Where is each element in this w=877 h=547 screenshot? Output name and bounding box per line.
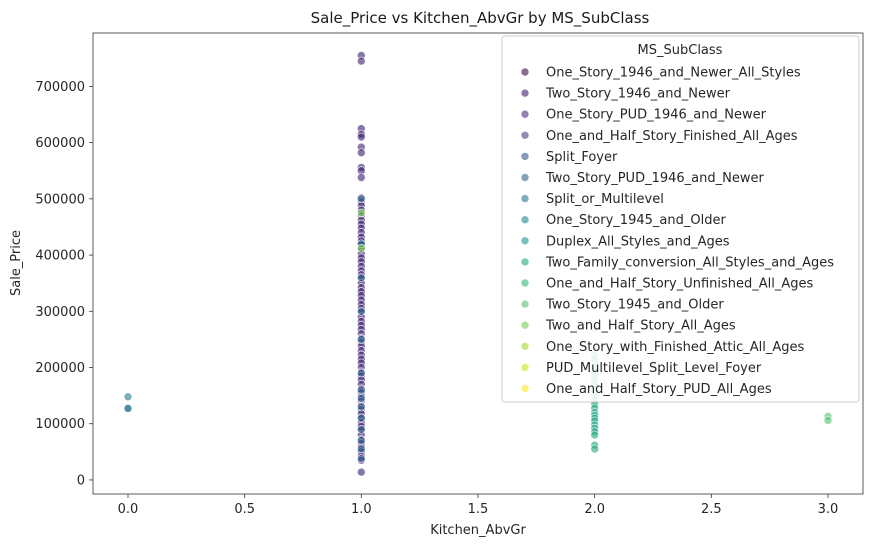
y-tick-label: 100000 <box>35 417 85 432</box>
legend-marker <box>520 278 530 288</box>
data-point <box>356 306 366 316</box>
legend-marker <box>520 88 530 98</box>
data-point <box>356 402 366 412</box>
x-tick-label: 2.0 <box>584 502 605 517</box>
data-point <box>356 335 366 344</box>
data-point <box>356 368 366 378</box>
legend-label: One_and_Half_Story_Finished_All_Ages <box>546 129 798 144</box>
y-axis-label: Sale_Price <box>9 230 24 296</box>
x-tick-label: 0.5 <box>234 502 255 517</box>
data-point <box>356 208 366 218</box>
legend-marker <box>520 131 530 140</box>
legend-box <box>501 35 860 403</box>
y-tick-label: 700000 <box>35 80 85 95</box>
legend-label: Two_Story_1945_and_Older <box>545 298 724 313</box>
y-tick-label: 500000 <box>35 192 85 207</box>
legend-label: Two_and_Half_Story_All_Ages <box>545 319 736 334</box>
legend-label: Two_Story_PUD_1946_and_Newer <box>545 171 764 186</box>
y-tick-label: 400000 <box>35 249 85 264</box>
data-point <box>123 404 133 413</box>
data-point <box>356 385 366 395</box>
legend-marker <box>520 341 530 351</box>
legend-marker <box>520 194 530 203</box>
data-point <box>356 173 366 182</box>
legend-marker <box>520 320 530 330</box>
legend-label: One_and_Half_Story_PUD_All_Ages <box>546 382 772 397</box>
legend-label: One_Story_1946_and_Newer_All_Styles <box>546 66 801 81</box>
legend-marker <box>520 299 530 309</box>
chart-title: Sale_Price vs Kitchen_AbvGr by MS_SubCla… <box>311 9 650 28</box>
legend-marker <box>520 152 530 161</box>
data-point <box>356 56 366 66</box>
data-point <box>356 454 366 463</box>
data-point <box>356 424 366 434</box>
legend-label: Split_Foyer <box>546 150 618 165</box>
data-point <box>123 392 133 402</box>
data-point <box>823 416 833 425</box>
data-point <box>356 413 366 423</box>
x-tick-label: 3.0 <box>818 502 839 517</box>
legend: MS_SubClass One_Story_1946_and_Newer_All… <box>501 35 860 403</box>
x-tick-label: 1.5 <box>468 502 489 517</box>
y-tick-label: 600000 <box>35 136 85 151</box>
legend-marker <box>520 173 530 182</box>
legend-label: One_Story_1945_and_Older <box>546 213 726 228</box>
legend-label: PUD_Multilevel_Split_Level_Foyer <box>546 361 762 376</box>
y-tick-label: 200000 <box>35 361 85 376</box>
data-point <box>356 394 366 403</box>
legend-marker <box>520 236 530 246</box>
data-point <box>356 244 366 253</box>
data-point <box>590 444 600 454</box>
x-axis-label: Kitchen_AbvGr <box>430 523 526 538</box>
legend-label: One_Story_with_Finished_Attic_All_Ages <box>546 340 805 355</box>
legend-title: MS_SubClass <box>638 43 723 58</box>
data-point <box>356 467 366 477</box>
legend-label: Two_Family_conversion_All_Styles_and_Age… <box>545 255 834 270</box>
x-tick-label: 1.0 <box>351 502 372 517</box>
x-tick-label: 2.5 <box>701 502 722 517</box>
y-tick-label: 0 <box>77 473 85 488</box>
y-axis-ticks: 0 100000 200000 300000 400000 500000 600000 700… <box>35 80 93 488</box>
x-axis-ticks: 0.0 0.5 1.0 1.5 2.0 2.5 3.0 <box>118 494 839 517</box>
legend-label: Duplex_All_Styles_and_Ages <box>546 234 730 249</box>
legend-marker <box>520 257 530 267</box>
legend-marker <box>520 109 530 119</box>
data-point <box>590 430 600 440</box>
data-point <box>356 273 366 282</box>
legend-marker <box>520 67 530 77</box>
legend-entries: One_Story_1946_and_Newer_All_Styles Two_S… <box>520 66 834 397</box>
data-point <box>356 148 366 157</box>
data-point <box>356 436 366 445</box>
data-point <box>356 444 366 454</box>
legend-label: Split_or_Multilevel <box>546 192 664 207</box>
legend-marker <box>520 384 530 393</box>
data-point <box>356 194 366 204</box>
legend-label: One_Story_PUD_1946_and_Newer <box>546 108 767 123</box>
data-point <box>356 132 366 142</box>
x-tick-label: 0.0 <box>118 502 139 517</box>
legend-marker <box>520 215 530 224</box>
legend-label: One_and_Half_Story_Unfinished_All_Ages <box>546 277 814 292</box>
legend-label: Two_Story_1946_and_Newer <box>545 87 731 102</box>
y-tick-label: 300000 <box>35 305 85 320</box>
legend-marker <box>520 363 530 372</box>
